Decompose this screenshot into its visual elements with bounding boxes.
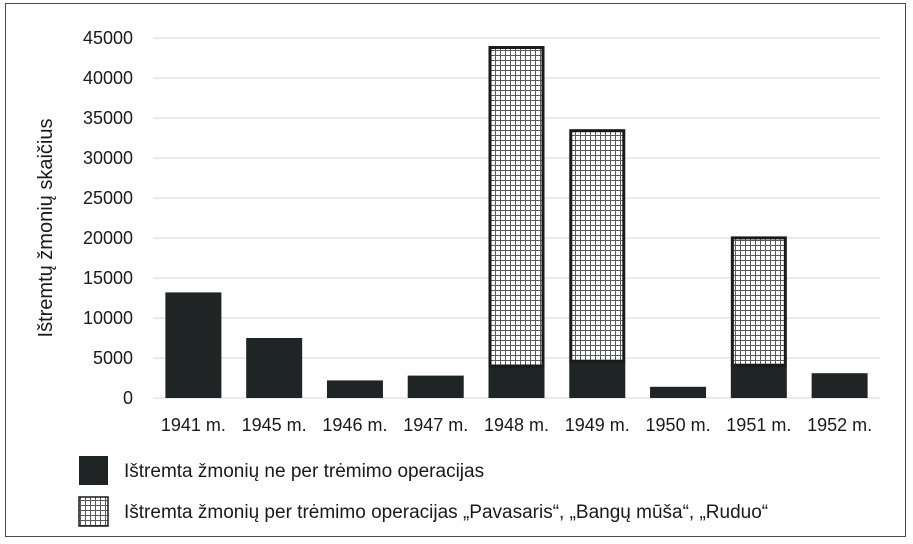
y-tick-label: 25000 [83, 188, 133, 208]
y-tick-label: 40000 [83, 68, 133, 88]
y-tick-label: 15000 [83, 268, 133, 288]
x-tick-label: 1950 m. [646, 415, 711, 435]
y-tick-label: 35000 [83, 108, 133, 128]
y-tick-label: 10000 [83, 308, 133, 328]
x-tick-label: 1941 m. [161, 415, 226, 435]
x-tick-label: 1949 m. [565, 415, 630, 435]
y-tick-label: 0 [123, 388, 133, 408]
bar-segment-grid [569, 129, 626, 363]
bar-segment-solid [326, 380, 383, 398]
x-tick-label: 1951 m. [726, 415, 791, 435]
bar-segment-solid [165, 292, 222, 398]
x-tick-label: 1946 m. [322, 415, 387, 435]
bar-segment-solid [730, 365, 787, 398]
bar-segment-solid [246, 338, 303, 398]
bar-segment-grid [488, 46, 545, 368]
x-tick-labels: 1941 m. 1945 m. 1946 m. 1947 m. 1948 m. 1949 … [161, 415, 872, 435]
bar-segment-solid [407, 375, 464, 398]
legend-label-series-1: Ištremta žmonių ne per trėmimo operacija… [124, 461, 484, 482]
y-tick-label: 5000 [93, 348, 133, 368]
legend-label-series-2: Ištremta žmonių per trėmimo operacijas „… [124, 502, 768, 523]
y-tick-label: 45000 [83, 28, 133, 48]
y-axis-title: Ištremtų žmonių skaičius [35, 119, 57, 338]
bar-segment-solid [569, 361, 626, 398]
x-tick-label: 1952 m. [807, 415, 872, 435]
y-tick-label: 20000 [83, 228, 133, 248]
x-tick-label: 1947 m. [403, 415, 468, 435]
chart-frame [5, 3, 906, 537]
y-tick-labels: 0 5000 10000 15000 20000 25000 30000 35000 40000… [83, 28, 133, 408]
legend-swatch-grid [78, 496, 109, 527]
bars [165, 46, 868, 398]
x-tick-label: 1945 m. [242, 415, 307, 435]
bar-segment-solid [811, 373, 868, 398]
bar-segment-grid [730, 236, 787, 367]
legend-swatch-solid [79, 456, 108, 485]
y-tick-label: 30000 [83, 148, 133, 168]
bar-segment-solid [650, 386, 707, 398]
legend: Ištremta žmonių ne per trėmimo operacija… [78, 456, 768, 527]
bar-segment-solid [488, 366, 545, 398]
x-tick-label: 1948 m. [484, 415, 549, 435]
